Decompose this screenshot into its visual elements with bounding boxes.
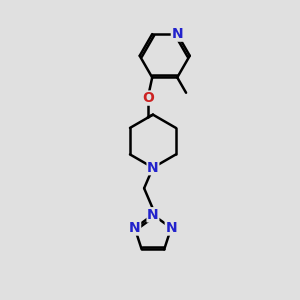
Text: O: O bbox=[142, 91, 154, 105]
Text: N: N bbox=[147, 208, 159, 222]
Text: N: N bbox=[171, 27, 183, 41]
Text: N: N bbox=[129, 221, 141, 235]
Text: N: N bbox=[147, 161, 159, 175]
Text: N: N bbox=[165, 221, 177, 235]
